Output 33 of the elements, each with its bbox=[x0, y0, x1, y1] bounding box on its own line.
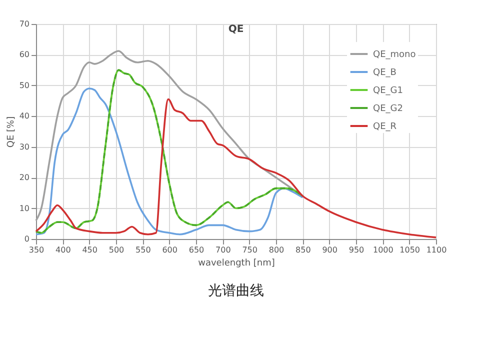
x-tick-label: 1000 bbox=[372, 246, 394, 254]
legend-label: QE_G1 bbox=[373, 86, 403, 96]
x-tick-label: 850 bbox=[296, 246, 311, 254]
chart-title: QE bbox=[228, 24, 244, 35]
x-axis-title: wavelength [nm] bbox=[198, 258, 275, 268]
y-tick-label: 40 bbox=[19, 112, 30, 121]
y-tick-label: 60 bbox=[19, 50, 30, 60]
x-tick-label: 650 bbox=[188, 246, 204, 254]
x-tick-label: 700 bbox=[216, 246, 231, 254]
x-tick-label: 1050 bbox=[400, 246, 420, 254]
x-tick-label: 900 bbox=[322, 246, 338, 254]
legend-label: QE_G2 bbox=[373, 104, 403, 114]
x-tick-label: 1100 bbox=[426, 246, 447, 254]
y-tick-label: 50 bbox=[19, 80, 30, 90]
y-axis-title: QE [%] bbox=[6, 116, 16, 148]
x-tick-label: 450 bbox=[82, 246, 98, 254]
x-tick-label: 800 bbox=[268, 246, 284, 254]
x-tick-label: 500 bbox=[108, 246, 124, 254]
text: 光谱曲线 bbox=[208, 283, 264, 299]
x-tick-label: 350 bbox=[28, 246, 44, 254]
y-tick-label: 70 bbox=[19, 20, 30, 28]
legend-label: QE_R bbox=[373, 122, 397, 132]
x-tick-label: 400 bbox=[56, 246, 71, 254]
y-tick-label: 30 bbox=[19, 142, 30, 152]
y-tick-label: 20 bbox=[19, 173, 30, 182]
x-tick-label: 750 bbox=[242, 246, 258, 254]
x-tick-label: 600 bbox=[162, 246, 178, 254]
y-tick-label: 0 bbox=[24, 234, 30, 244]
legend-label: QE_mono bbox=[373, 50, 416, 60]
y-tick-label: 10 bbox=[19, 204, 30, 213]
x-tick-label: 950 bbox=[348, 246, 364, 254]
x-tick-label: 550 bbox=[136, 246, 151, 254]
legend-label: QE_B bbox=[373, 68, 396, 78]
